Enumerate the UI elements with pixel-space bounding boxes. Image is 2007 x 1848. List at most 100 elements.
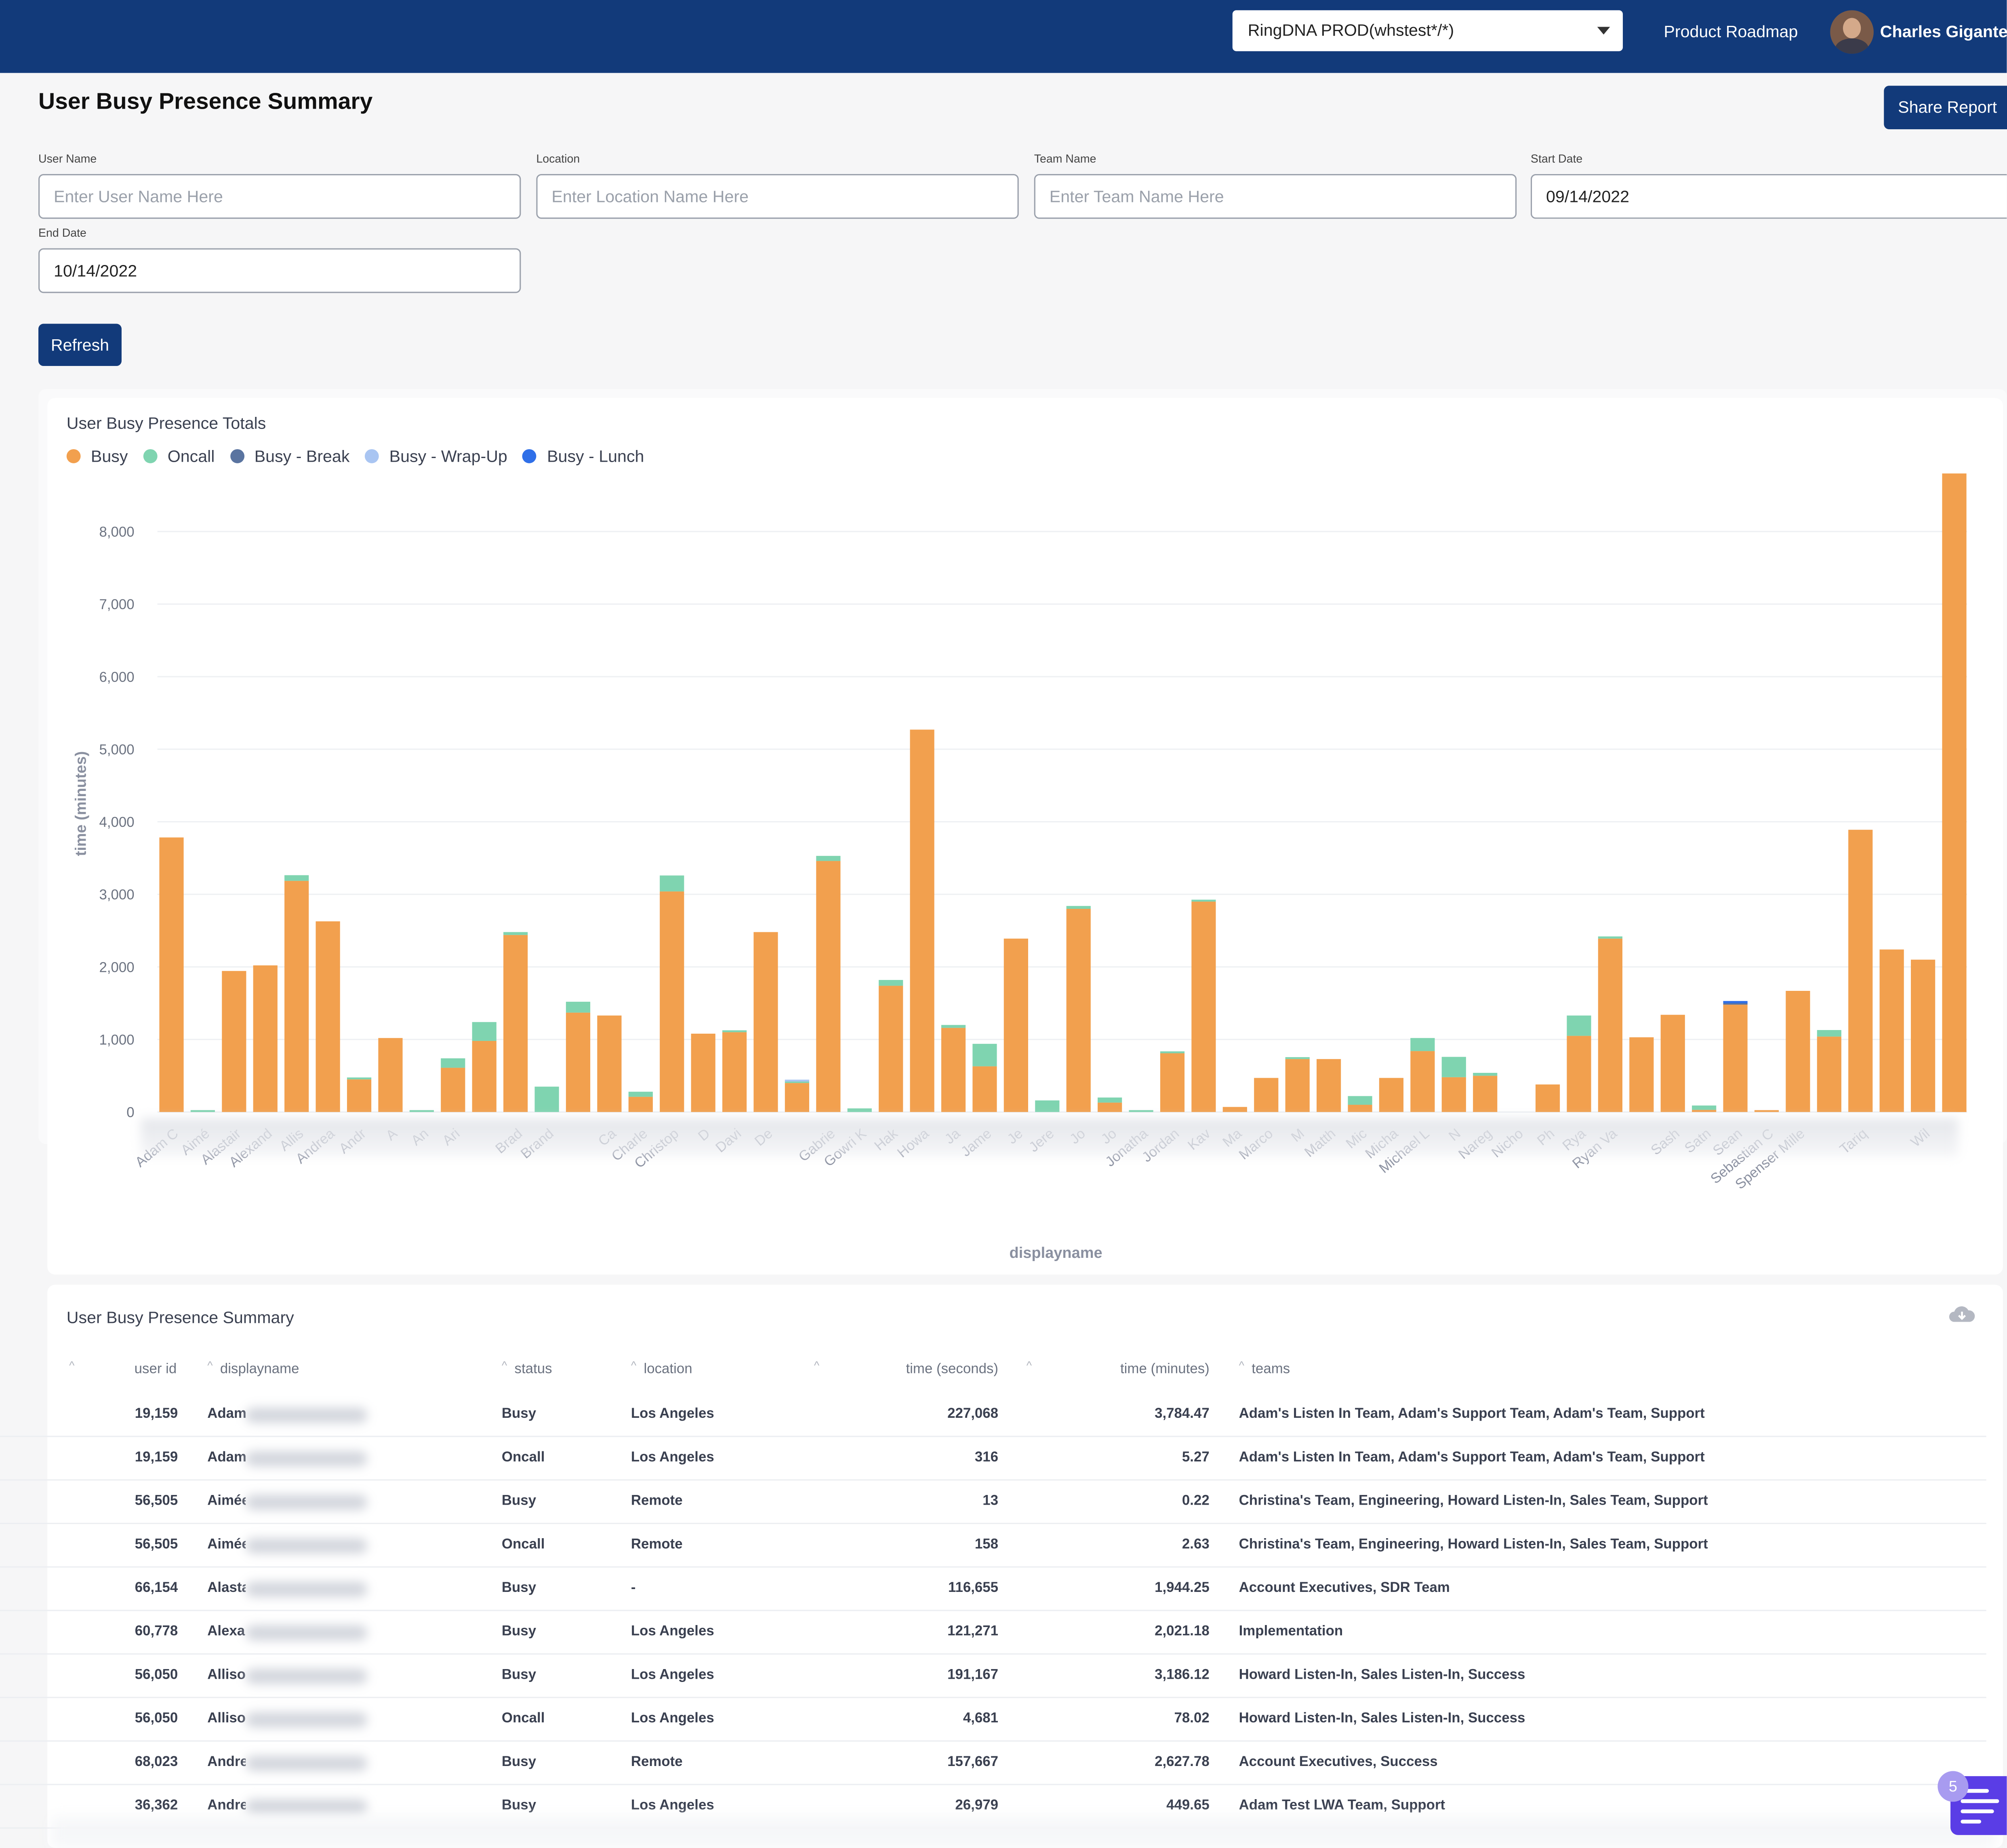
column-header[interactable]: time (seconds) — [906, 1361, 999, 1377]
table-cell: 121,271 — [947, 1624, 999, 1640]
bar-segment — [472, 1022, 496, 1041]
end-date-input[interactable]: 10/14/2022 — [38, 248, 521, 293]
table-cell: Busy — [501, 1624, 536, 1640]
table-cell: Aimée — [207, 1493, 246, 1509]
sort-icon[interactable]: ^ — [501, 1359, 507, 1372]
legend-item-oncall[interactable]: Oncall — [143, 447, 215, 466]
bar-segment — [1035, 1100, 1060, 1112]
bar-segment — [503, 932, 528, 935]
table-cell: 56,505 — [135, 1537, 178, 1552]
legend-item-busy-break[interactable]: Busy - Break — [230, 447, 349, 466]
table-row[interactable]: 56,050 Alliso Oncall Los Angeles 4,681 78.02 H… — [0, 1697, 1986, 1742]
table-row[interactable]: 56,505 Aimée Oncall Remote 158 2.63 Christina'… — [0, 1523, 1986, 1568]
column-header[interactable]: status — [514, 1361, 552, 1377]
start-date-input[interactable]: 09/14/2022 — [1530, 174, 2007, 219]
table-cell: Howard Listen-In, Sales Listen-In, Succe… — [1239, 1667, 1525, 1683]
chat-line — [1961, 1819, 1982, 1824]
sort-icon[interactable]: ^ — [814, 1359, 820, 1372]
table-cell: Alliso — [207, 1667, 246, 1683]
bar-segment — [722, 1030, 747, 1032]
legend-swatch — [66, 449, 81, 463]
product-roadmap-link[interactable]: Product Roadmap — [1664, 21, 1798, 41]
y-tick-label: 8,000 — [99, 524, 134, 540]
table-row[interactable]: 68,023 Andre Busy Remote 157,667 2,627.78 Acco… — [0, 1740, 1986, 1785]
column-header[interactable]: displayname — [220, 1361, 299, 1377]
table-cell: 316 — [974, 1450, 999, 1465]
legend-item-busy[interactable]: Busy — [66, 447, 128, 466]
bar-segment — [441, 1058, 465, 1068]
bar-segment — [1254, 1078, 1279, 1112]
user-name: Charles Gigante — [1880, 21, 2007, 41]
sort-icon[interactable]: ^ — [631, 1359, 637, 1372]
chat-line — [1961, 1809, 1994, 1814]
column-header[interactable]: time (minutes) — [1120, 1361, 1210, 1377]
avatar[interactable] — [1830, 10, 1874, 54]
bar-segment — [941, 1025, 966, 1028]
table-cell: 4,681 — [963, 1711, 999, 1726]
legend-item-busy-lunch[interactable]: Busy - Lunch — [522, 446, 644, 466]
bar-segment — [753, 932, 778, 1112]
chat-widget-button[interactable]: 5 — [1938, 1771, 2007, 1840]
column-header[interactable]: teams — [1252, 1361, 1290, 1377]
table-cell: Los Angeles — [631, 1624, 714, 1640]
column-header[interactable]: user id — [134, 1361, 177, 1377]
sort-icon[interactable]: ^ — [1026, 1359, 1032, 1372]
legend-label: Busy - Lunch — [547, 446, 644, 466]
table-cell: Los Angeles — [631, 1406, 714, 1422]
table-cell: 227,068 — [947, 1406, 999, 1422]
location-input[interactable]: Enter Location Name Here — [536, 174, 1019, 219]
bar-segment — [1473, 1072, 1498, 1076]
table-row[interactable]: 56,050 Alliso Busy Los Angeles 191,167 3,186.… — [0, 1653, 1986, 1698]
table-cell: Alexa — [207, 1624, 245, 1640]
start-date-label: Start Date — [1530, 152, 1583, 165]
team-name-input[interactable]: Enter Team Name Here — [1034, 174, 1517, 219]
y-tick-label: 6,000 — [99, 669, 134, 685]
table-cell: Adam — [207, 1450, 246, 1465]
column-header[interactable]: location — [644, 1361, 692, 1377]
table-cell: Aimée — [207, 1537, 246, 1552]
bar-segment — [1723, 1005, 1748, 1112]
org-select[interactable]: RingDNA PROD(whstest*/*) — [1232, 10, 1623, 51]
bar-segment — [1754, 1110, 1779, 1112]
table-row[interactable]: 60,778 Alexa Busy Los Angeles 121,271 2,021.1… — [0, 1610, 1986, 1655]
refresh-button[interactable]: Refresh — [38, 324, 122, 366]
table-cell: Remote — [631, 1493, 683, 1509]
redacted-name-blur — [246, 1495, 368, 1510]
sort-icon[interactable]: ^ — [1239, 1359, 1245, 1372]
download-cloud-icon[interactable] — [1948, 1305, 1976, 1323]
table-cell: Los Angeles — [631, 1450, 714, 1465]
table-cell: 56,050 — [135, 1711, 178, 1726]
table-row[interactable]: 19,159 Adam Oncall Los Angeles 316 5.27 Adam's… — [0, 1436, 1986, 1481]
bar-segment — [1191, 902, 1216, 1112]
share-report-button[interactable]: Share Report — [1884, 86, 2007, 129]
y-tick-label: 7,000 — [99, 597, 134, 612]
table-cell: Busy — [501, 1406, 536, 1422]
table-cell: 60,778 — [135, 1624, 178, 1640]
sort-icon[interactable]: ^ — [207, 1359, 213, 1372]
legend-item-busy-wrap-up[interactable]: Busy - Wrap-Up — [365, 447, 507, 466]
chat-line — [1961, 1799, 1999, 1803]
table-row[interactable]: 19,159 Adam Busy Los Angeles 227,068 3,784.47… — [0, 1392, 1986, 1437]
legend-label: Oncall — [167, 446, 215, 466]
bar-segment — [1160, 1051, 1185, 1053]
bar-segment — [628, 1091, 653, 1097]
bar-segment — [1598, 936, 1622, 939]
user-menu[interactable]: Charles Gigante — [1880, 22, 2007, 41]
bar-segment — [1598, 938, 1622, 1112]
table-cell: 66,154 — [135, 1580, 178, 1596]
bar-segment — [378, 1038, 403, 1112]
bar-segment — [847, 1108, 872, 1112]
table-row[interactable]: 66,154 Alasta Busy - 116,655 1,944.25 Account … — [0, 1566, 1986, 1611]
table-cell: 78.02 — [1174, 1711, 1210, 1726]
table-cell: 36,362 — [135, 1798, 178, 1814]
legend-swatch — [230, 449, 244, 463]
table-cell: 56,050 — [135, 1667, 178, 1683]
table-cell: Busy — [501, 1493, 536, 1509]
user-name-input[interactable]: Enter User Name Here — [38, 174, 521, 219]
table-cell: 5.27 — [1182, 1450, 1210, 1465]
table-row[interactable]: 56,505 Aimée Busy Remote 13 0.22 Christina's T… — [0, 1479, 1986, 1524]
sort-icon[interactable]: ^ — [69, 1359, 75, 1372]
bar-segment — [1879, 949, 1904, 1112]
table-cell: Los Angeles — [631, 1711, 714, 1726]
table-cell: Los Angeles — [631, 1667, 714, 1683]
